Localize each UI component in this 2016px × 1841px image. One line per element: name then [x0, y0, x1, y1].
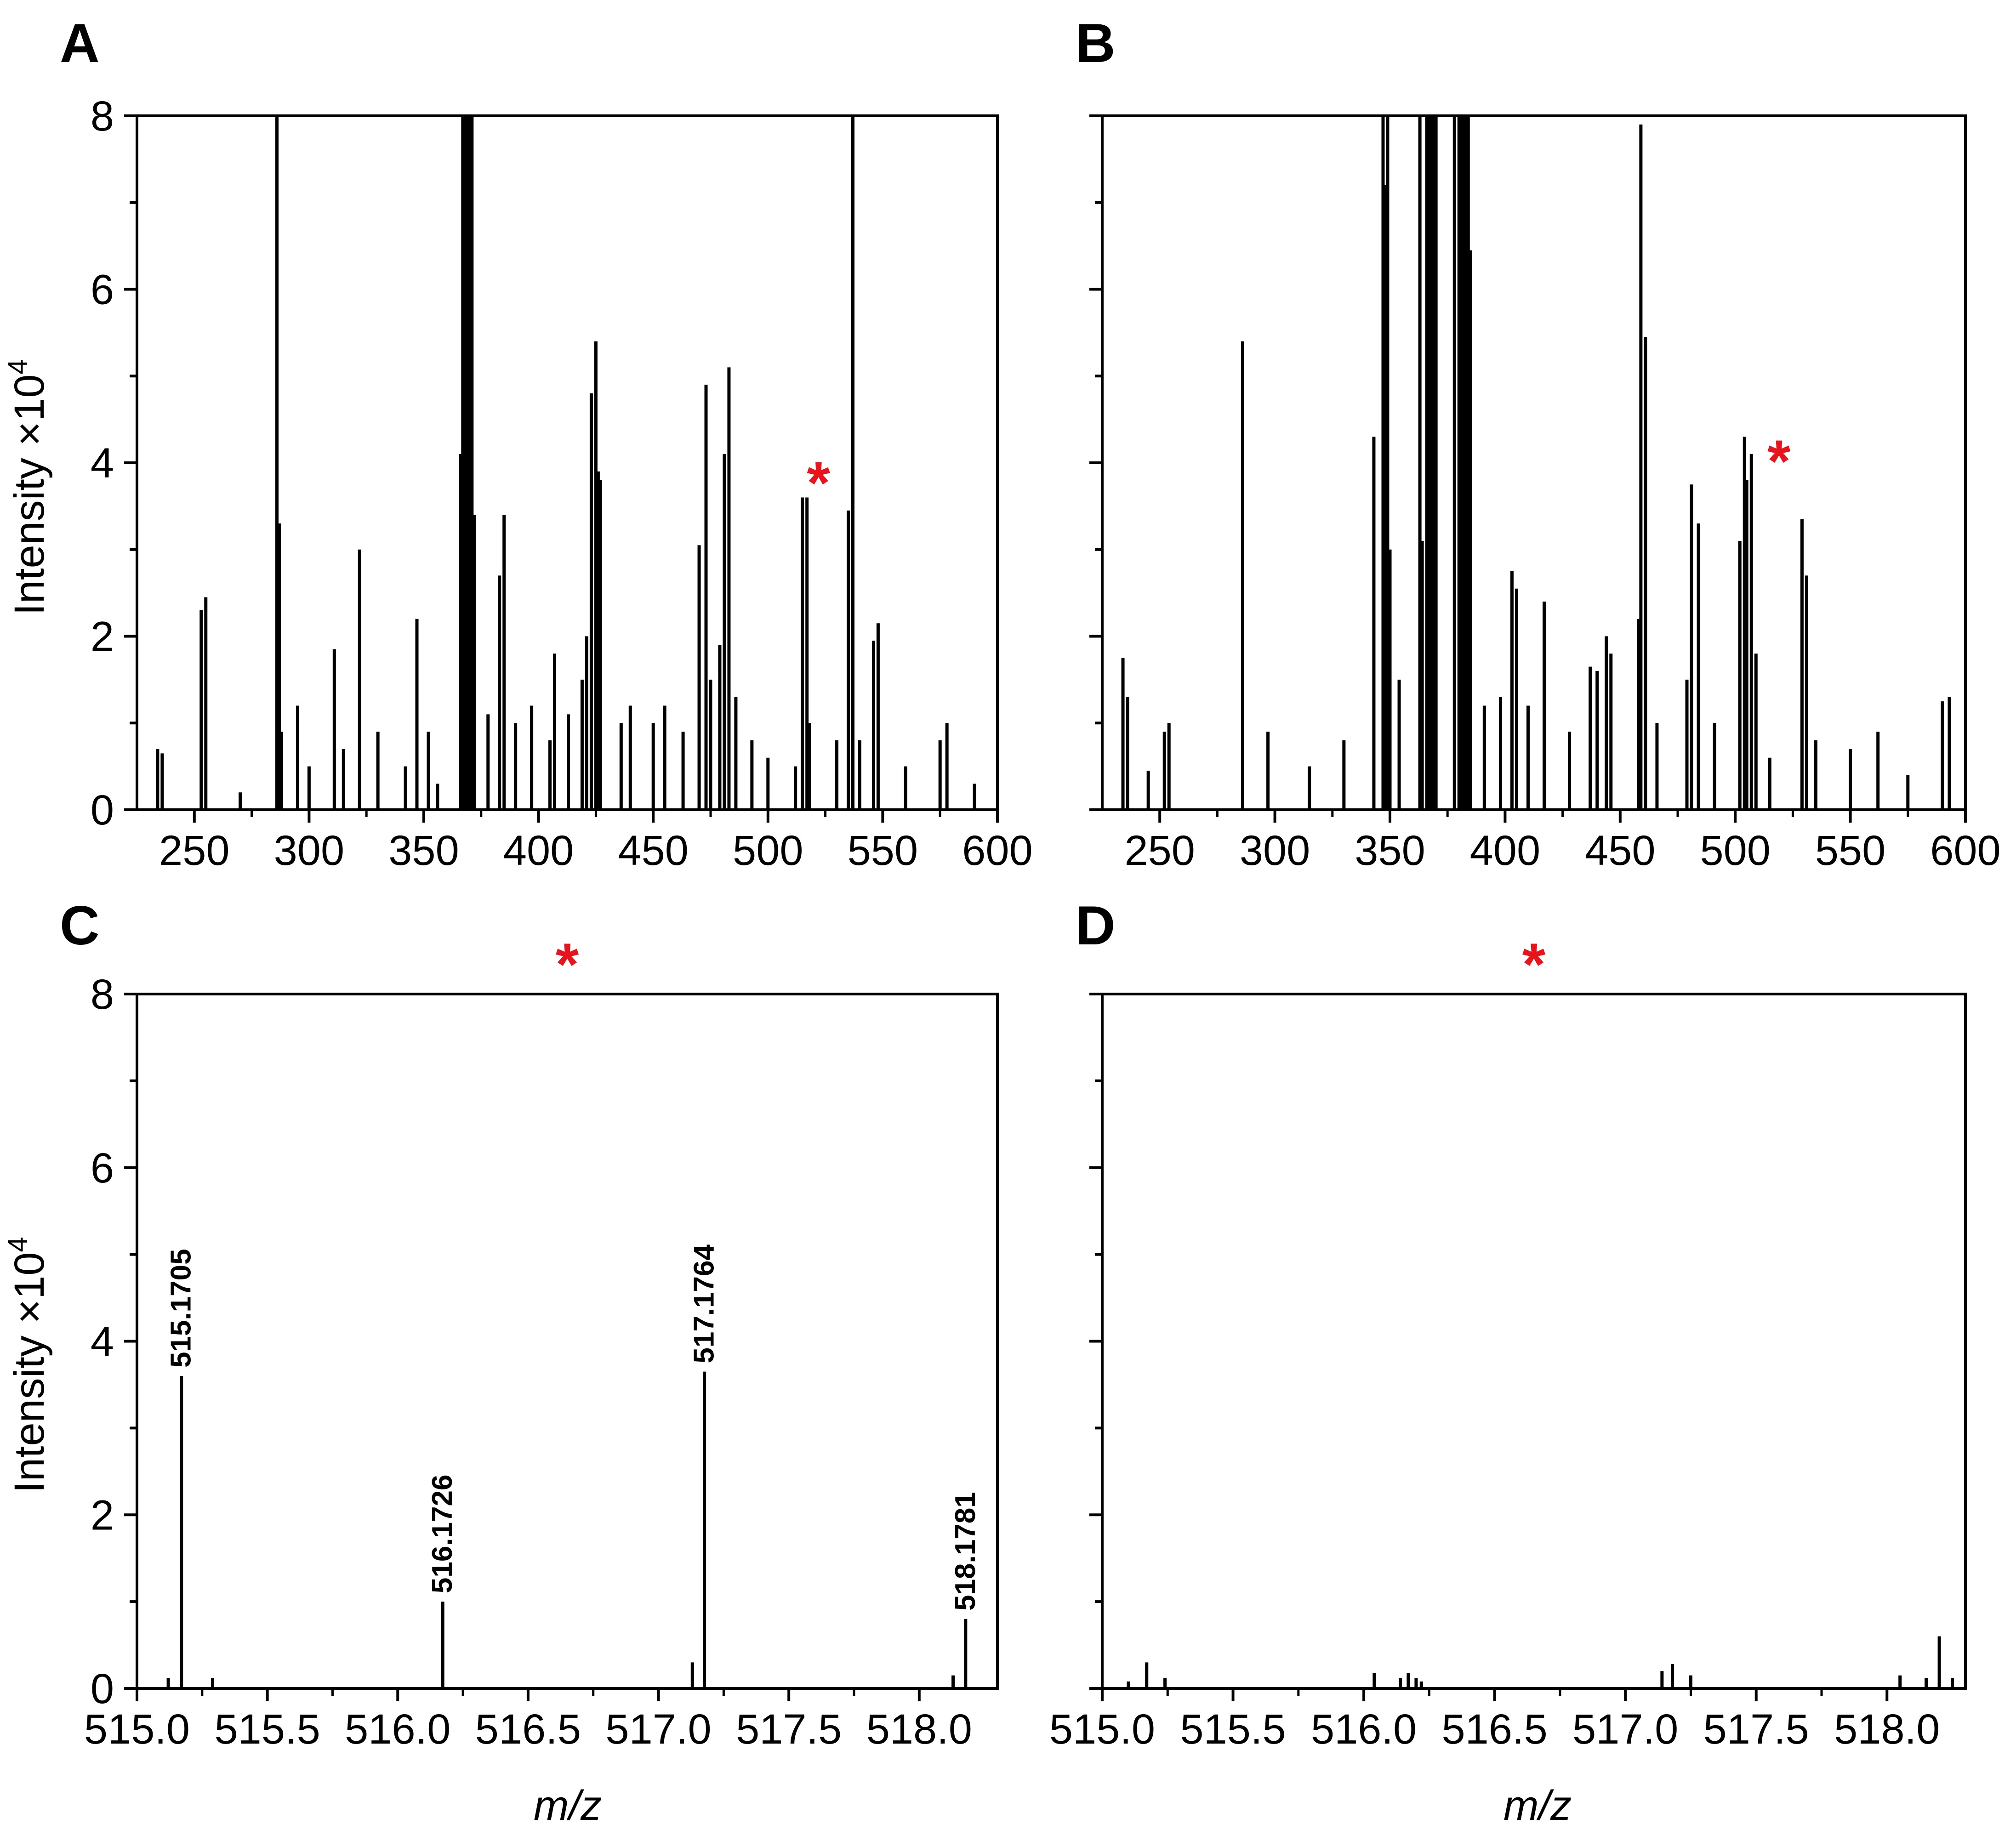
x-tick-label-a-6: 550: [848, 827, 918, 874]
y-tick-label-c-3: 6: [91, 1145, 114, 1192]
x-axis-title-d: m/z: [1503, 1782, 1572, 1829]
y-axis-title-text-a: Intensity ×10: [6, 375, 53, 615]
plot-frame-b: [1101, 114, 1967, 811]
x-tick-label-c-4: 517.0: [605, 1706, 711, 1753]
x-tick-label-b-1: 300: [1240, 827, 1310, 874]
panel-letter-a: A: [60, 12, 100, 74]
plot-area-d: 515.0 515.5 516.0 516.5 517.0 517.5 518.0 *: [1049, 931, 1967, 1753]
x-tick-label-b-0: 250: [1124, 827, 1195, 874]
x-tick-label-d-3: 516.5: [1442, 1706, 1548, 1753]
x-tick-label-a-0: 250: [159, 827, 230, 874]
plot-frame-d: [1101, 993, 1967, 1690]
x-tick-label-c-2: 516.0: [345, 1706, 450, 1753]
x-tick-label-b-3: 400: [1470, 827, 1541, 874]
x-tick-label-c-5: 517.5: [736, 1706, 842, 1753]
panel-b: B 250 300 350 400 450 500 550 600 *: [1076, 12, 2001, 874]
x-tick-label-a-2: 350: [388, 827, 459, 874]
marker-star-a: *: [807, 449, 830, 516]
peak-label-c-7: 518.1781: [950, 1492, 981, 1611]
x-tick-label-c-1: 515.5: [215, 1706, 320, 1753]
y-tick-label-a-1: 2: [91, 614, 114, 660]
x-tick-label-a-4: 450: [618, 827, 689, 874]
x-tick-label-d-2: 516.0: [1311, 1706, 1417, 1753]
y-tick-label-c-1: 2: [91, 1492, 114, 1539]
x-tick-label-b-4: 450: [1585, 827, 1656, 874]
x-axis-title-c: m/z: [534, 1782, 602, 1829]
marker-star-b: *: [1767, 427, 1791, 494]
plot-frame-a: [136, 114, 999, 811]
y-axis-title-exponent-a: 4: [2, 359, 33, 374]
x-tick-label-d-6: 518.0: [1834, 1706, 1940, 1753]
marker-star-c: *: [556, 931, 579, 998]
y-tick-label-c-0: 0: [91, 1665, 114, 1712]
y-axis-title-exponent-c: 4: [2, 1237, 33, 1252]
y-tick-label-c-2: 4: [91, 1318, 114, 1365]
y-tick-label-a-2: 4: [91, 440, 114, 487]
peak-label-c-1: 515.1705: [165, 1249, 197, 1368]
x-tick-label-c-6: 518.0: [866, 1706, 972, 1753]
panel-letter-b: B: [1076, 12, 1116, 74]
x-tick-label-a-1: 300: [274, 827, 345, 874]
peak-label-c-5: 517.1764: [689, 1244, 720, 1363]
y-axis-title-text-c: Intensity ×10: [6, 1252, 53, 1493]
y-tick-label-c-4: 8: [91, 971, 114, 1018]
panel-c: C Intensity ×104 m/z 515.1705516.1726517…: [2, 895, 999, 1829]
panel-letter-c: C: [60, 895, 100, 956]
svg-text:Intensity ×104: Intensity ×104: [2, 359, 53, 615]
x-tick-label-b-6: 550: [1815, 827, 1886, 874]
plot-area-c: 515.1705 516.1726 517.1764 518.1781 0 2 4 6 8 515…: [84, 931, 999, 1753]
x-tick-label-b-7: 600: [1930, 827, 2001, 874]
svg-text:Intensity ×104: Intensity ×104: [2, 1237, 53, 1493]
x-tick-label-c-3: 516.5: [475, 1706, 581, 1753]
x-tick-label-a-5: 500: [733, 827, 803, 874]
y-axis-title-a: Intensity ×104: [2, 359, 53, 615]
panel-d: D m/z 515.0 515.5 516.0 516.5 517.0 517.5 518.…: [1049, 895, 1967, 1829]
x-tick-label-b-2: 350: [1355, 827, 1425, 874]
plot-frame-c: [136, 993, 999, 1690]
y-tick-label-a-4: 8: [91, 93, 114, 140]
x-tick-label-a-7: 600: [962, 827, 1033, 874]
y-tick-label-a-3: 6: [91, 267, 114, 313]
x-tick-label-d-4: 517.0: [1572, 1706, 1678, 1753]
x-tick-label-d-1: 515.5: [1180, 1706, 1286, 1753]
y-tick-label-a-0: 0: [91, 787, 114, 834]
plot-area-b: 250 300 350 400 450 500 550 600 *: [1089, 114, 2001, 874]
x-tick-label-d-0: 515.0: [1049, 1706, 1155, 1753]
x-tick-label-c-0: 515.0: [84, 1706, 190, 1753]
x-tick-label-a-3: 400: [503, 827, 574, 874]
marker-star-d: *: [1522, 931, 1546, 998]
panel-letter-d: D: [1076, 895, 1116, 956]
x-tick-label-d-5: 517.5: [1703, 1706, 1809, 1753]
peak-label-c-3: 516.1726: [427, 1475, 458, 1594]
x-tick-label-b-5: 500: [1700, 827, 1771, 874]
plot-area-a: 0 2 4 6 8 250 300 350 400 450 500 550 600 *: [91, 93, 1033, 874]
y-axis-title-c: Intensity ×104: [2, 1237, 53, 1493]
